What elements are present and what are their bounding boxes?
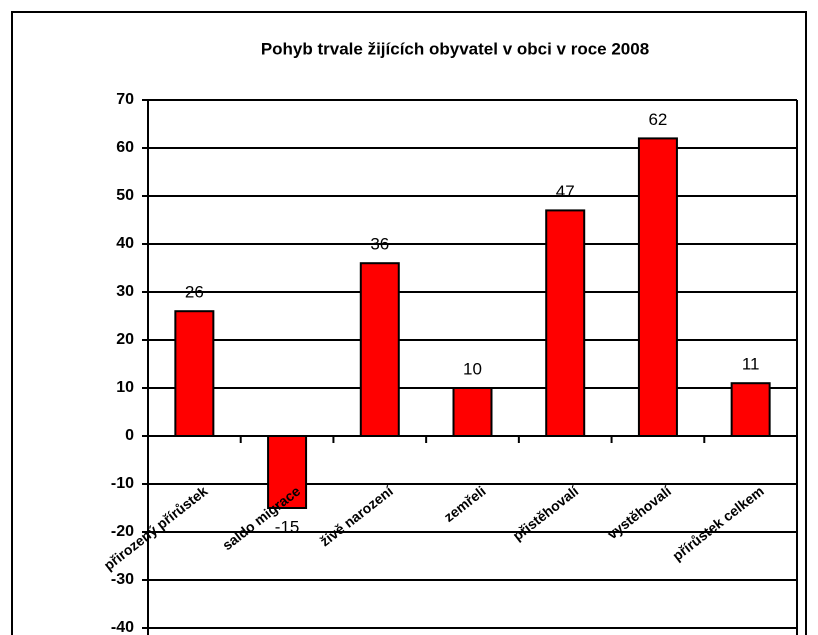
y-tick-label: -40: [111, 619, 134, 635]
bar: [452, 387, 493, 437]
y-tick-label: -30: [111, 571, 134, 588]
data-label: 47: [556, 182, 575, 201]
chart-title: Pohyb trvale žijících obyvatel v obci v …: [261, 39, 649, 58]
data-label: 62: [648, 110, 667, 129]
y-tick-label: -20: [111, 523, 134, 540]
data-label: 26: [185, 283, 204, 302]
y-tick-label: 40: [116, 235, 134, 252]
y-tick-label: 20: [116, 331, 134, 348]
y-tick-label: 0: [125, 427, 134, 444]
y-tick-label: 50: [116, 187, 134, 204]
y-tick-label: 10: [116, 379, 134, 396]
data-label: -15: [275, 517, 300, 536]
bar: [637, 137, 678, 437]
data-label: 10: [463, 359, 482, 378]
y-tick-label: 30: [116, 283, 134, 300]
y-tick-label: -10: [111, 475, 134, 492]
bar: [174, 310, 215, 438]
y-tick-label: 60: [116, 139, 134, 156]
y-tick-label: 70: [116, 91, 134, 108]
data-label: 11: [742, 355, 760, 374]
data-label: 36: [370, 235, 389, 254]
bar: [545, 209, 586, 437]
bar: [730, 382, 771, 438]
bar: [267, 435, 308, 509]
bar: [359, 262, 400, 438]
